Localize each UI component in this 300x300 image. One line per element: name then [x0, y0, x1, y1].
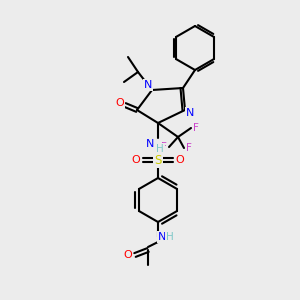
Text: N: N	[186, 108, 194, 118]
Text: O: O	[116, 98, 124, 108]
Text: O: O	[124, 250, 132, 260]
Text: F: F	[186, 143, 192, 153]
Text: H: H	[166, 232, 174, 242]
Text: F: F	[193, 123, 199, 133]
Text: F: F	[161, 142, 167, 152]
Text: O: O	[132, 155, 140, 165]
Text: S: S	[154, 154, 162, 166]
Text: H: H	[156, 144, 164, 154]
Text: O: O	[176, 155, 184, 165]
Text: N: N	[144, 80, 152, 90]
Text: N: N	[146, 139, 154, 149]
Text: N: N	[158, 232, 166, 242]
